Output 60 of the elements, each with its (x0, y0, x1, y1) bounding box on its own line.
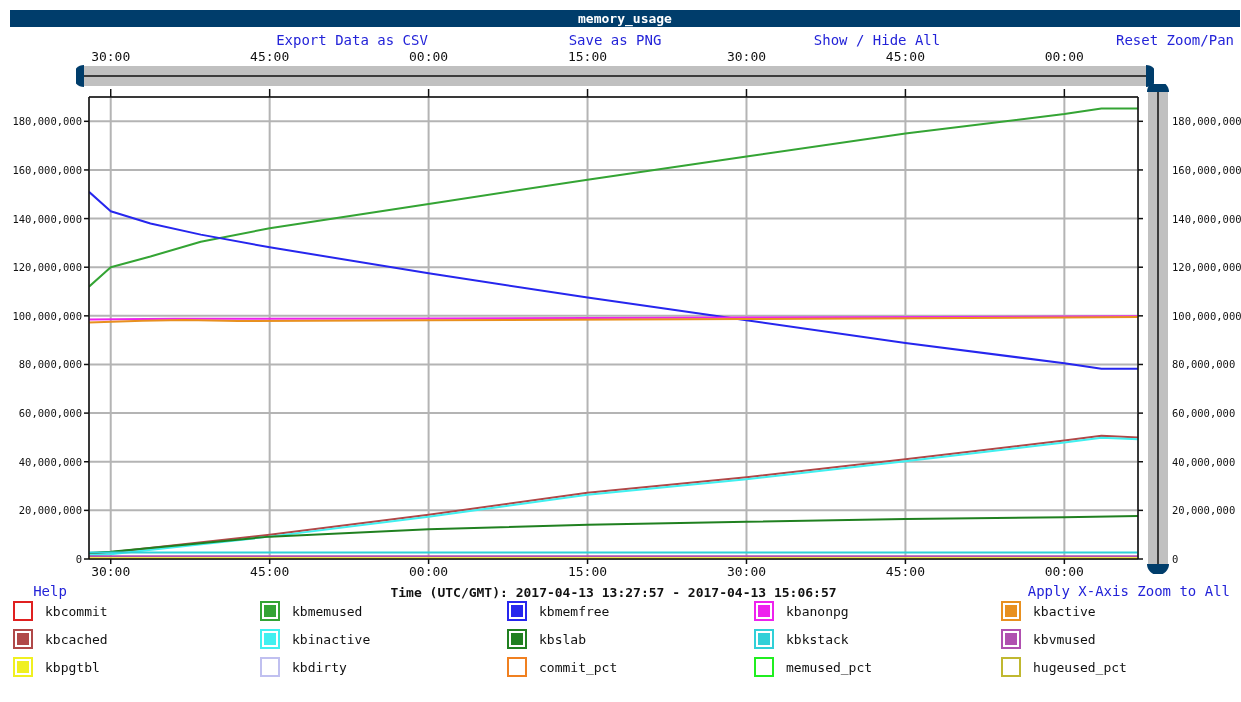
y-tick-label: 40,000,000 (18, 455, 82, 468)
y2-tick-label: 40,000,000 (1172, 455, 1236, 468)
y-tick-label: 180,000,000 (12, 115, 82, 128)
legend-label: kbpgtbl (45, 659, 100, 675)
text: Help (33, 583, 67, 599)
text: Apply X-Axis Zoom to All (1027, 583, 1230, 599)
x-tick-label: 30:00 (726, 564, 767, 579)
y-tick-label: 0 (75, 553, 82, 565)
x-tick-label: 30:00 (91, 564, 131, 579)
legend-label: commit_pct (539, 659, 618, 675)
y-tick-label: 160,000,000 (12, 163, 82, 176)
legend-label: hugeused_pct (1033, 659, 1127, 675)
y2-tick-label: 140,000,000 (1172, 212, 1241, 225)
legend-label: kbcached (45, 631, 108, 647)
y-tick-label: 60,000,000 (18, 407, 82, 420)
legend-label: kbvmused (1033, 631, 1096, 647)
x2-tick-label: 15:00 (567, 49, 608, 64)
x-tick-label: 45:00 (885, 564, 925, 579)
legend-label: kbinactive (292, 631, 371, 647)
x2-tick-label: 45:00 (885, 49, 925, 64)
line-series (89, 514, 1138, 554)
x-tick-label: 45:00 (250, 564, 290, 579)
x2-tick-label: 00:00 (1044, 49, 1084, 64)
y-tick-label: 100,000,000 (12, 309, 82, 322)
legend-label: kbcommit (45, 603, 108, 619)
text: Reset Zoom/Pan (1115, 32, 1234, 48)
text: Show / Hide All (813, 32, 941, 48)
y2-tick-label: 120,000,000 (1172, 261, 1241, 274)
legend-label: kbanonpg (786, 603, 849, 619)
x-axis-title: Time (UTC/GMT): 2017-04-13 13:27:57 - 2017-04-13 15:06:57 (390, 585, 837, 600)
x2-tick-label: 45:00 (250, 49, 290, 64)
x2-tick-label: 30:00 (91, 49, 131, 64)
y-tick-label: 20,000,000 (18, 504, 82, 517)
y2-tick-label: 100,000,000 (1172, 309, 1241, 322)
legend-label: kbactive (1033, 603, 1096, 619)
legend-label: kbkstack (786, 631, 849, 647)
y-tick-label: 120,000,000 (12, 261, 82, 274)
legend-label: kbmemused (292, 603, 363, 619)
y2-tick-label: 60,000,000 (1172, 407, 1236, 420)
x2-tick-label: 30:00 (726, 49, 767, 64)
text: Export Data as CSV (276, 32, 428, 48)
line-series (89, 190, 1138, 370)
legend-label: memused_pct (786, 659, 873, 675)
text: Save as PNG (568, 32, 662, 48)
x2-tick-label: 00:00 (409, 49, 449, 64)
y-tick-label: 80,000,000 (18, 358, 82, 371)
x-tick-label: 15:00 (567, 564, 608, 579)
legend-label: kbmemfree (539, 603, 610, 619)
y-tick-label: 140,000,000 (12, 212, 82, 225)
legend-label: kbslab (539, 631, 586, 647)
x-tick-label: 00:00 (409, 564, 449, 579)
y2-tick-label: 160,000,000 (1172, 163, 1241, 176)
legend-label: kbdirty (292, 659, 347, 675)
y2-tick-label: 20,000,000 (1172, 504, 1236, 517)
y2-tick-label: 180,000,000 (1172, 115, 1241, 128)
line-series (89, 107, 1138, 288)
y2-tick-label: 80,000,000 (1172, 358, 1236, 371)
chart-title: memory_usage (10, 10, 1240, 27)
x-tick-label: 00:00 (1044, 564, 1084, 579)
y2-tick-label: 0 (1172, 553, 1179, 565)
